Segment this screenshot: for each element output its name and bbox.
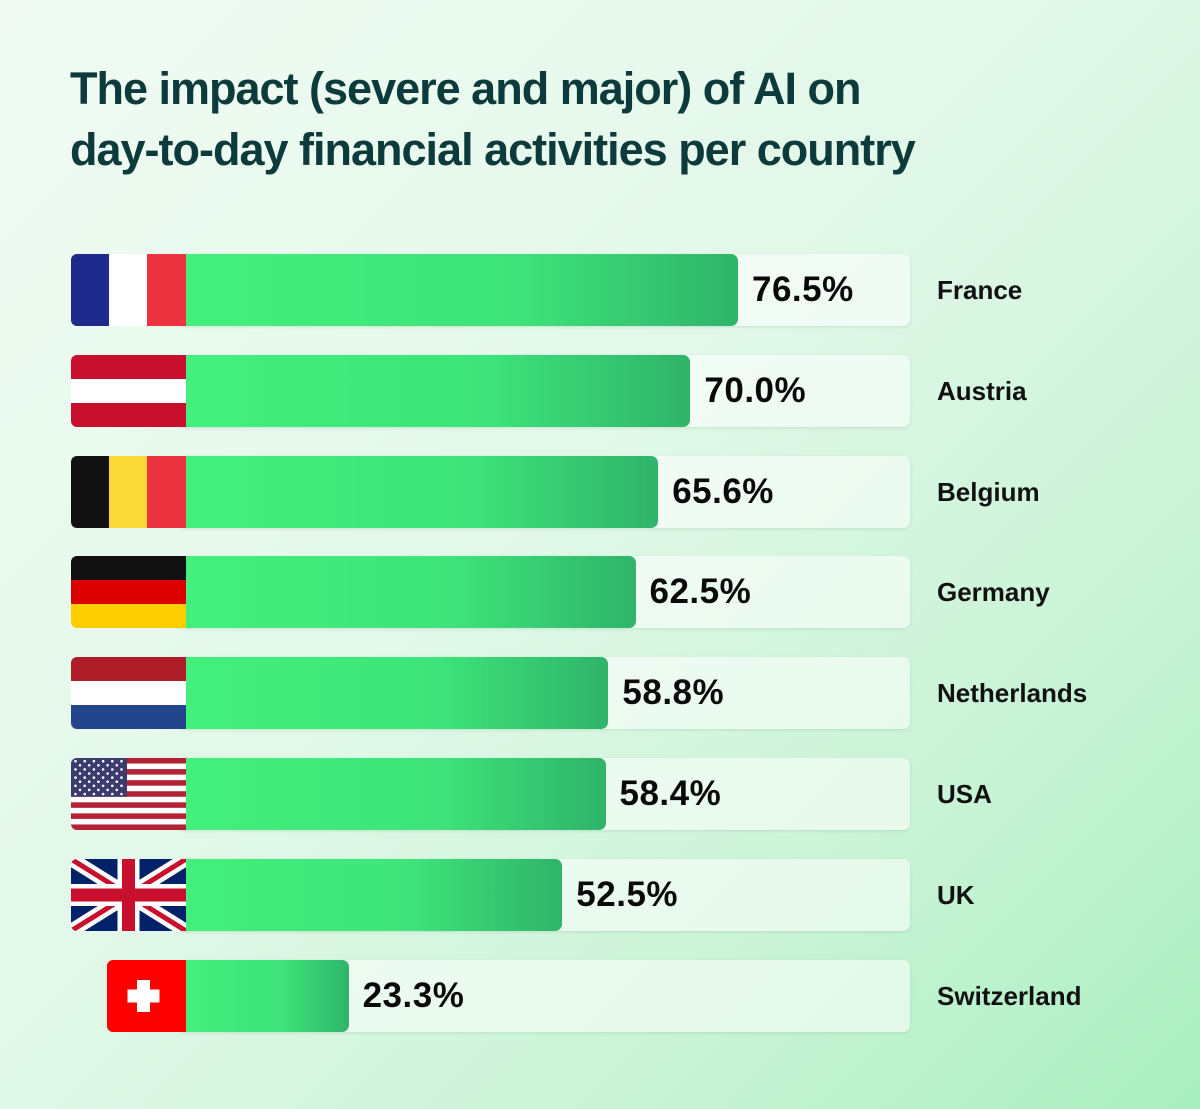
bar-row-belgium: 65.6% Belgium <box>0 456 1200 528</box>
bar-row-switzerland: 23.3% Switzerland <box>0 960 1200 1032</box>
bar-uk <box>178 859 563 931</box>
bar-row-netherlands: 58.8% Netherlands <box>0 657 1200 729</box>
france-flag-icon <box>71 254 186 326</box>
country-label: USA <box>937 779 992 809</box>
netherlands-flag-icon <box>71 657 186 729</box>
bar-austria <box>178 355 691 427</box>
bar-switzerland <box>178 960 349 1032</box>
country-label: UK <box>937 880 975 910</box>
bar-track: 70.0% <box>178 355 910 427</box>
bar-row-uk: 52.5% UK <box>0 859 1200 931</box>
austria-flag-icon <box>71 355 186 427</box>
bar-track: 23.3% <box>178 960 910 1032</box>
chart-title: The impact (severe and major) of AI on d… <box>70 58 1070 180</box>
value-label: 65.6% <box>672 472 774 511</box>
bar-track: 62.5% <box>178 556 910 628</box>
bar-row-france: 76.5% France <box>0 254 1200 326</box>
country-label: France <box>937 275 1023 305</box>
value-label: 52.5% <box>576 875 679 914</box>
switzerland-flag-icon <box>107 960 186 1032</box>
value-label: 62.5% <box>649 572 752 611</box>
bar-usa <box>178 758 606 830</box>
country-label: Germany <box>937 577 1050 607</box>
country-label: Austria <box>937 376 1027 406</box>
bar-row-usa: 58.4% USA <box>0 758 1200 830</box>
value-label: 58.8% <box>622 673 725 712</box>
bar-row-germany: 62.5% Germany <box>0 556 1200 628</box>
country-label: Netherlands <box>937 678 1088 708</box>
bar-belgium <box>178 456 659 528</box>
bar-track: 58.8% <box>178 657 910 729</box>
value-label: 70.0% <box>704 371 807 410</box>
bar-netherlands <box>178 657 609 729</box>
country-label: Switzerland <box>937 981 1082 1011</box>
bar-track: 76.5% <box>178 254 910 326</box>
chart-title-line-2: day-to-day financial activities per coun… <box>70 124 916 175</box>
bar-germany <box>178 556 636 628</box>
belgium-flag-icon <box>71 456 186 528</box>
chart-title-line-1: The impact (severe and major) of AI on <box>70 63 862 114</box>
bar-row-austria: 70.0% Austria <box>0 355 1200 427</box>
usa-flag-icon <box>71 758 186 830</box>
uk-flag-icon <box>71 859 186 931</box>
country-label: Belgium <box>937 477 1040 507</box>
bar-france <box>178 254 738 326</box>
bar-track: 58.4% <box>178 758 910 830</box>
germany-flag-icon <box>71 556 186 628</box>
bar-track: 65.6% <box>178 456 910 528</box>
bar-track: 52.5% <box>178 859 910 931</box>
value-label: 23.3% <box>362 976 465 1015</box>
value-label: 58.4% <box>619 774 722 813</box>
value-label: 76.5% <box>752 270 854 309</box>
